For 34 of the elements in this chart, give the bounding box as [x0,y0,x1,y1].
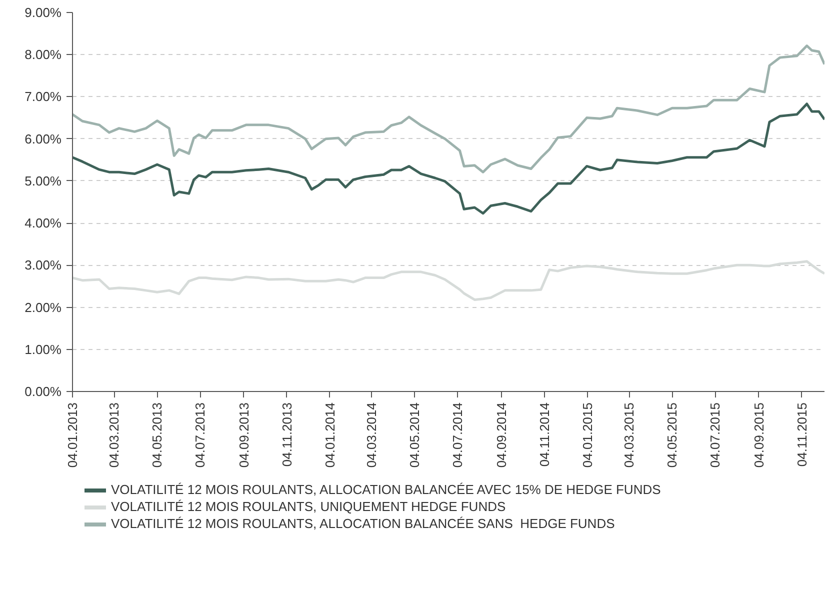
x-tick-label: 04.09.2013 [236,402,252,468]
y-tick-label: 6.00% [24,131,62,146]
y-tick-label: 1.00% [24,342,62,357]
y-tick-label: 2.00% [24,300,62,315]
legend-label: VOLATILITÉ 12 MOIS ROULANTS, ALLOCATION BALANCÉE SANS HEDGE FUNDS [111,516,615,531]
line-series [72,44,824,174]
x-tick-label: 04.11.2014 [536,402,552,467]
x-tick-label: 04.07.2015 [708,402,723,468]
x-tick-label: 04.09.2015 [751,402,766,468]
legend-label: VOLATILITÉ 12 MOIS ROULANTS, UNIQUEMENT HEDGE FUNDS [111,499,506,514]
x-tick-label: 04.01.2015 [580,402,595,468]
y-tick-label: 8.00% [24,47,62,62]
x-tick-label: 04.03.2013 [106,402,122,468]
x-tick-label: 04.05.2015 [664,402,680,468]
x-tick-label: 04.05.2013 [150,402,165,468]
legend-label: VOLATILITÉ 12 MOIS ROULANTS, ALLOCATION BALANCÉE AVEC 15% DE HEDGE FUNDS [111,482,661,497]
x-tick-label: 04.03.2014 [364,402,380,468]
line-series [72,102,824,215]
y-tick-label: 4.00% [24,216,62,231]
y-tick-label: 7.00% [24,89,62,104]
y-tick-label: 3.00% [24,258,62,273]
x-tick-label: 04.07.2013 [192,402,208,468]
line-series [72,260,824,301]
y-tick-label: 0.00% [24,384,62,399]
x-tick-label: 04.11.2013 [279,402,294,467]
y-tick-label: 5.00% [24,173,62,188]
x-tick-label: 04.07.2014 [450,402,466,468]
x-tick-label: 04.01.2014 [322,402,338,468]
x-tick-label: 04.11.2015 [794,402,810,467]
x-tick-label: 04.09.2014 [494,402,509,468]
y-tick-label: 9.00% [24,5,62,20]
x-tick-label: 04.01.2013 [65,402,80,468]
x-tick-label: 04.05.2014 [407,402,422,468]
x-tick-label: 04.03.2015 [622,402,637,468]
